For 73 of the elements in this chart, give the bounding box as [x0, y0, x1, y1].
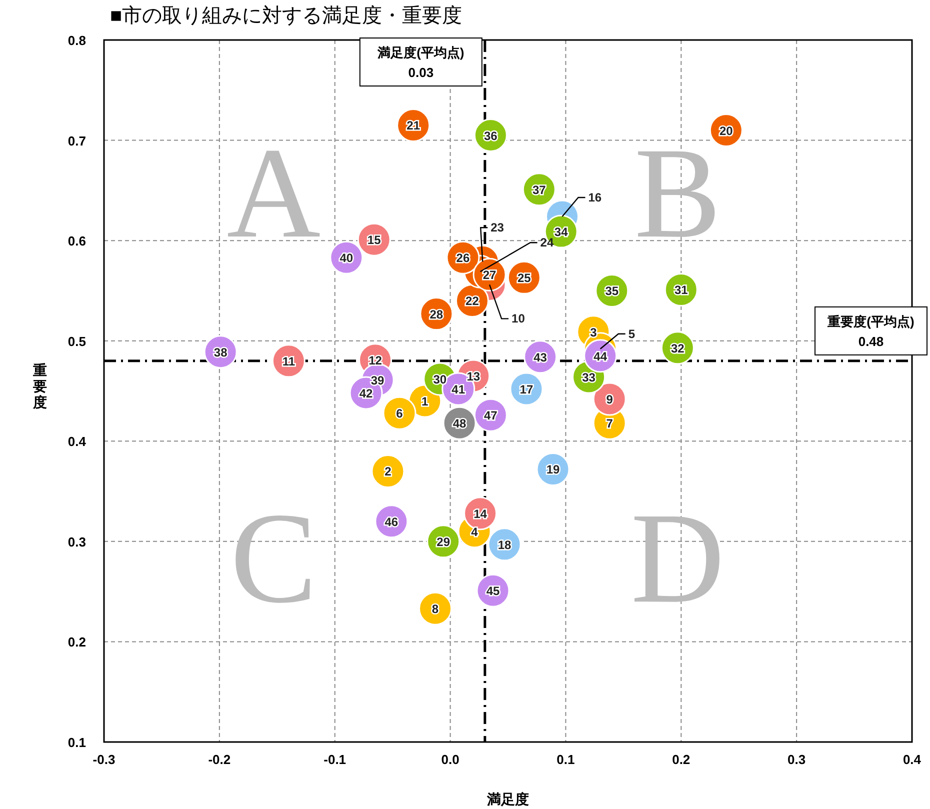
point: [418, 592, 452, 626]
annotation: 30: [433, 372, 447, 386]
annotation: 29: [436, 534, 450, 549]
annotation: 28: [430, 307, 444, 322]
annotation: 31: [674, 283, 688, 298]
annotation: 45: [486, 584, 500, 598]
annotation: 18: [498, 538, 512, 552]
annotation: 2: [384, 464, 392, 479]
annotation: 4: [471, 524, 478, 539]
y-tick-label: 0.4: [68, 434, 87, 450]
x-tick-label: -0.3: [92, 752, 116, 767]
annotation: 19: [546, 462, 560, 477]
annotation: 25: [517, 271, 532, 286]
annotation: 44: [594, 349, 608, 364]
annotation: 1: [422, 394, 429, 409]
annotation: D: [630, 486, 725, 631]
annotation: 15: [367, 233, 382, 248]
annotation: 17: [520, 382, 534, 396]
annotation: 32: [671, 341, 685, 356]
annotation: C: [230, 486, 318, 631]
annotation: 37: [532, 182, 546, 197]
annotation: 35: [605, 284, 619, 298]
annotation: 33: [582, 370, 596, 384]
y-axis-title: 重要度: [32, 362, 47, 410]
annotation: 24: [540, 236, 554, 250]
point: [371, 454, 405, 488]
chart-title: ■市の取り組みに対する満足度・重要度: [110, 5, 462, 27]
point: [382, 396, 416, 430]
annotation: 20: [719, 124, 734, 138]
annotation: 12: [368, 353, 382, 368]
y-tick-label: 0.8: [68, 33, 86, 48]
y-tick-label: 0.1: [68, 735, 86, 750]
annotation: 13: [466, 369, 480, 384]
annotation: 38: [214, 345, 228, 360]
annotation: 34: [554, 225, 568, 240]
annotation: 47: [484, 408, 498, 423]
x-tick-label: -0.2: [208, 752, 231, 767]
annotation: 48: [452, 416, 467, 431]
y-tick-label: 0.3: [68, 534, 86, 550]
annotation: 26: [456, 251, 470, 266]
y-tick-label: 0.7: [68, 133, 86, 148]
annotation: 41: [452, 382, 466, 396]
annotation: 5: [628, 326, 636, 341]
y-tick-label: 0.6: [68, 234, 86, 249]
annotation: 6: [396, 406, 404, 421]
annotation: 43: [534, 350, 548, 364]
x-tick-label: 0.4: [902, 752, 922, 767]
x-tick-label: 0.0: [441, 752, 460, 767]
annotation: 10: [512, 312, 526, 326]
x-tick-label: 0.1: [556, 752, 575, 767]
annotation: 23: [490, 220, 504, 235]
ref-line-label: 満足度(平均点) 0.03: [376, 45, 464, 80]
annotation: 22: [466, 294, 480, 308]
x-tick-label: -0.1: [324, 752, 346, 767]
y-tick-label: 0.5: [68, 334, 86, 349]
annotation: 16: [588, 190, 602, 205]
annotation: 14: [474, 506, 488, 521]
annotation: 46: [384, 514, 398, 529]
annotation: 36: [484, 128, 498, 143]
annotation: 40: [340, 251, 354, 266]
ref-line-label: 重要度(平均点) 0.48: [826, 314, 914, 349]
annotation: A: [226, 122, 321, 266]
annotation: 21: [406, 118, 420, 133]
y-tick-label: 0.2: [68, 634, 86, 650]
x-tick-label: 0.3: [788, 752, 806, 767]
annotation: 7: [606, 416, 614, 431]
x-tick-label: 0.2: [672, 752, 690, 767]
annotation: 42: [359, 386, 374, 401]
annotation: 8: [432, 602, 439, 616]
annotation: 27: [482, 268, 497, 282]
annotation: 11: [282, 354, 296, 368]
x-axis-title: 満足度: [486, 791, 529, 807]
annotation: 9: [606, 392, 614, 407]
